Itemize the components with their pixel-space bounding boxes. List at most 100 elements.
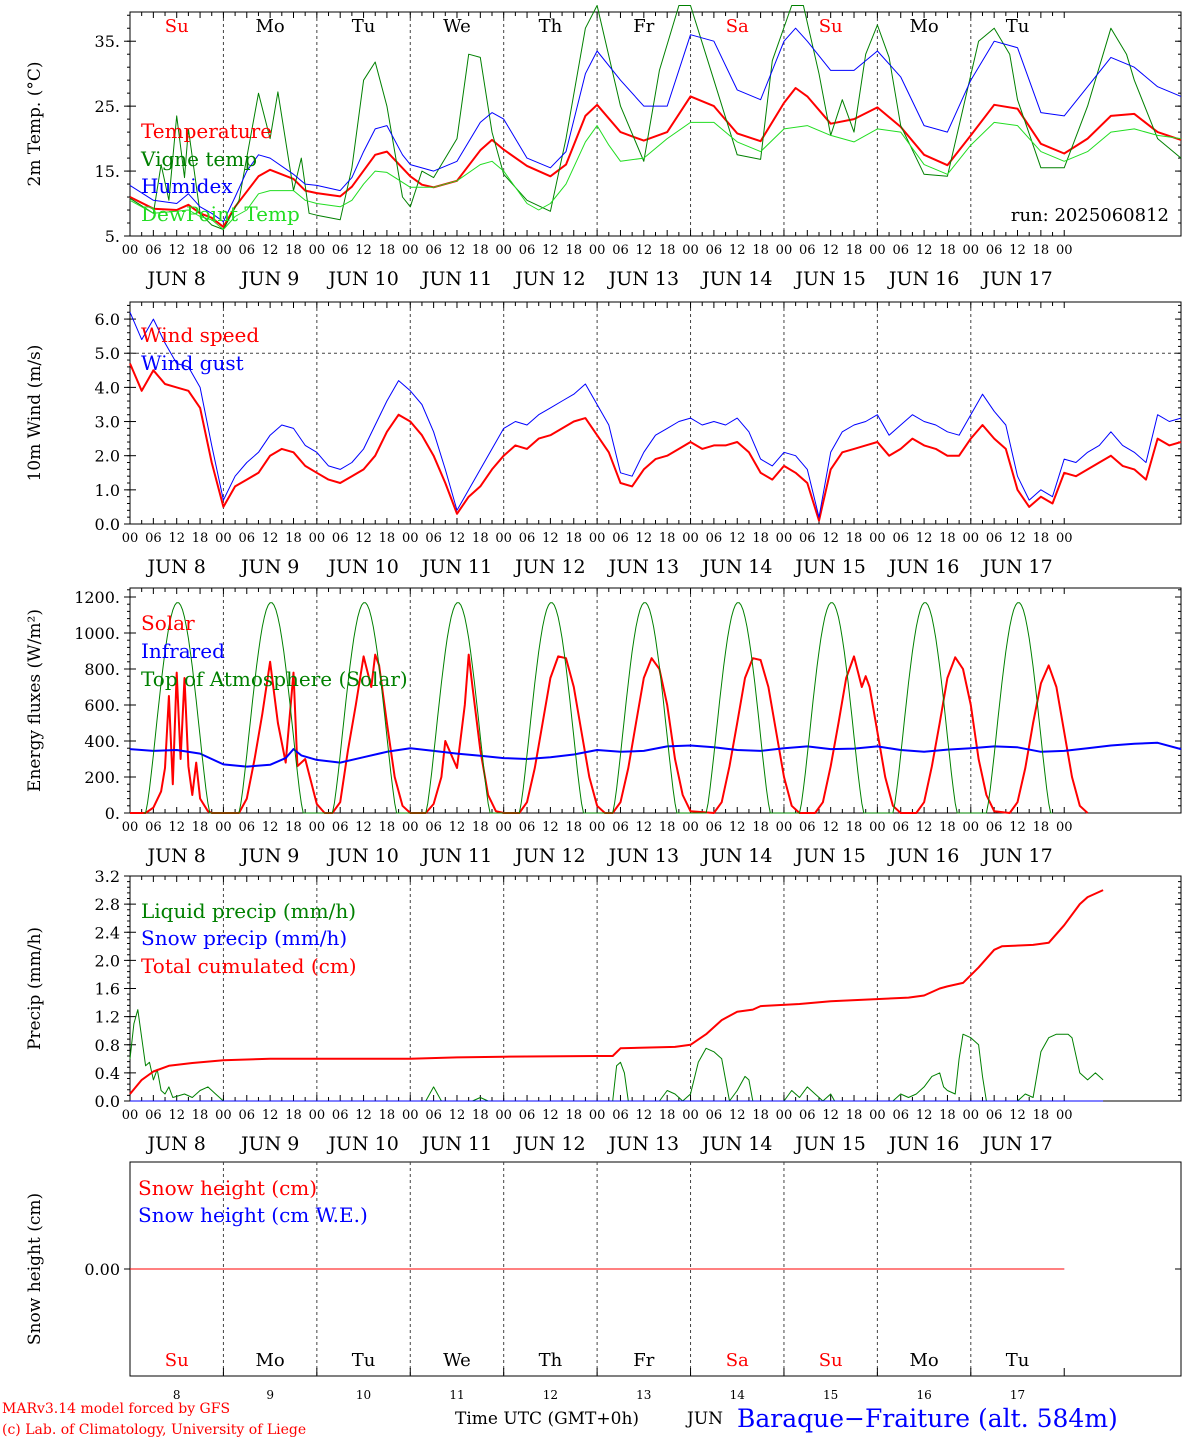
hour-tick-label: 00 xyxy=(869,531,886,546)
date-label: JUN 17 xyxy=(980,845,1052,867)
series-line-wind-gust xyxy=(129,312,1182,518)
hour-tick-label: 12 xyxy=(916,531,933,546)
date-label: JUN 12 xyxy=(513,845,585,867)
hour-tick-label: 00 xyxy=(589,531,606,546)
weekday-label: Tu xyxy=(1006,16,1030,37)
hour-tick-label: 00 xyxy=(215,531,232,546)
hour-tick-label: 06 xyxy=(425,820,442,835)
date-label: JUN 16 xyxy=(887,845,959,867)
hour-tick-label: 12 xyxy=(449,1108,466,1123)
hour-tick-label: 06 xyxy=(519,1108,536,1123)
hour-tick-label: 18 xyxy=(565,531,582,546)
weekday-label: Th xyxy=(539,16,563,37)
series-line-wind-speed xyxy=(129,363,1182,522)
y-tick-label: 15. xyxy=(95,162,120,181)
hour-tick-label: 00 xyxy=(589,1108,606,1123)
hour-tick-label: 06 xyxy=(332,531,349,546)
hour-tick-label: 18 xyxy=(846,820,863,835)
hour-tick-label: 00 xyxy=(869,1108,886,1123)
weekday-label: Fr xyxy=(633,1350,654,1371)
hour-tick-label: 00 xyxy=(776,531,793,546)
y-tick-label: 0.00 xyxy=(84,1260,120,1279)
weekday-label: Th xyxy=(539,1350,563,1371)
hour-tick-label: 00 xyxy=(215,243,232,258)
hour-tick-label: 06 xyxy=(332,243,349,258)
date-label: JUN 15 xyxy=(793,268,865,290)
hour-tick-label: 06 xyxy=(425,243,442,258)
hour-tick-label: 00 xyxy=(963,531,980,546)
hour-tick-label: 00 xyxy=(869,820,886,835)
hour-ticks xyxy=(129,876,1065,1101)
hour-tick-label: 12 xyxy=(1009,531,1026,546)
hour-tick-label: 18 xyxy=(659,820,676,835)
hour-tick-label: 06 xyxy=(986,1108,1003,1123)
hour-tick-label: 00 xyxy=(122,243,139,258)
hour-tick-label: 12 xyxy=(168,531,185,546)
meteogram-panels: 5. 15. 25. 35. 2m Temp. (°C) Temperature Vigne… xyxy=(25,5,1182,1402)
hour-tick-label: 06 xyxy=(706,531,723,546)
hour-tick-label: 12 xyxy=(916,243,933,258)
hour-tick-label: 18 xyxy=(285,1108,302,1123)
date-label: JUN 8 xyxy=(146,1133,206,1155)
y-tick-label: 0.0 xyxy=(95,515,120,534)
hour-tick-label: 18 xyxy=(565,243,582,258)
hour-tick-label: 06 xyxy=(425,1108,442,1123)
legend-entry: Snow precip (mm/h) xyxy=(141,926,347,950)
panel-3: 0. 200. 400. 600. 800. 1000. 1200. Energy fluxe… xyxy=(25,587,1182,867)
hour-tick-label: 00 xyxy=(776,1108,793,1123)
date-label: JUN 9 xyxy=(239,1133,299,1155)
hour-tick-label: 12 xyxy=(916,1108,933,1123)
panel-2: 0.0 1.0 2.0 3.0 4.0 5.0 6.0 10m Wind (m/s) Wind … xyxy=(25,301,1182,578)
y-axis-title: 2m Temp. (°C) xyxy=(25,61,45,186)
hour-tick-label: 00 xyxy=(402,531,419,546)
hour-tick-label: 06 xyxy=(986,820,1003,835)
legend-entry: Temperature xyxy=(141,119,272,143)
legend-entry: Snow height (cm W.E.) xyxy=(138,1203,368,1227)
time-axis-label: Time UTC (GMT+0h) xyxy=(455,1409,639,1429)
y-tick-label: 1200. xyxy=(74,588,120,607)
y-tick-label: 0. xyxy=(105,804,120,823)
date-label: JUN 8 xyxy=(146,556,206,578)
hour-tick-label: 06 xyxy=(425,531,442,546)
y-axis: 0.00 xyxy=(84,1260,1181,1279)
date-label: JUN 11 xyxy=(420,268,492,290)
y-tick-label: 2.0 xyxy=(95,447,120,466)
hour-tick-label: 00 xyxy=(682,531,699,546)
legend-entry: Top of Atmosphere (Solar) xyxy=(141,667,408,691)
series-line-humidex xyxy=(129,27,1182,223)
hour-tick-label: 00 xyxy=(309,243,326,258)
date-label: JUN 15 xyxy=(793,1133,865,1155)
hour-tick-label: 00 xyxy=(589,820,606,835)
weekday-label: Su xyxy=(165,1350,189,1371)
legend: Solar Infrared Top of Atmosphere (Solar) xyxy=(141,611,408,691)
series-line-infrared xyxy=(129,741,1182,768)
date-label: JUN 10 xyxy=(326,845,398,867)
date-label: JUN 16 xyxy=(887,268,959,290)
hour-tick-label: 00 xyxy=(495,1108,512,1123)
day-number-label: 16 xyxy=(916,1388,931,1402)
y-axis-title: Energy fluxes (W/m²) xyxy=(25,609,45,792)
series-line-total-cumulated-cm- xyxy=(129,889,1104,1095)
legend-entry: Vigne temp xyxy=(140,147,257,171)
hour-tick-label: 12 xyxy=(449,820,466,835)
date-label: JUN 12 xyxy=(513,1133,585,1155)
hour-tick-label: 12 xyxy=(916,820,933,835)
y-axis-title: 10m Wind (m/s) xyxy=(25,345,45,482)
hour-tick-label: 00 xyxy=(963,1108,980,1123)
y-tick-label: 2.4 xyxy=(95,923,120,942)
hour-tick-label: 00 xyxy=(495,820,512,835)
hour-tick-label: 06 xyxy=(799,243,816,258)
y-tick-label: 1000. xyxy=(74,624,120,643)
legend-entry: DewPoint Temp xyxy=(141,202,300,226)
hour-tick-label: 18 xyxy=(659,531,676,546)
hour-tick-label: 00 xyxy=(309,820,326,835)
legend-entry: Liquid precip (mm/h) xyxy=(141,899,356,923)
date-label: JUN 13 xyxy=(607,845,679,867)
y-tick-label: 1.2 xyxy=(95,1008,120,1027)
hour-tick-label: 18 xyxy=(472,1108,489,1123)
weekday-label: Su xyxy=(819,16,843,37)
hour-tick-label: 12 xyxy=(822,820,839,835)
date-label: JUN 16 xyxy=(887,1133,959,1155)
y-tick-label: 600. xyxy=(84,696,120,715)
